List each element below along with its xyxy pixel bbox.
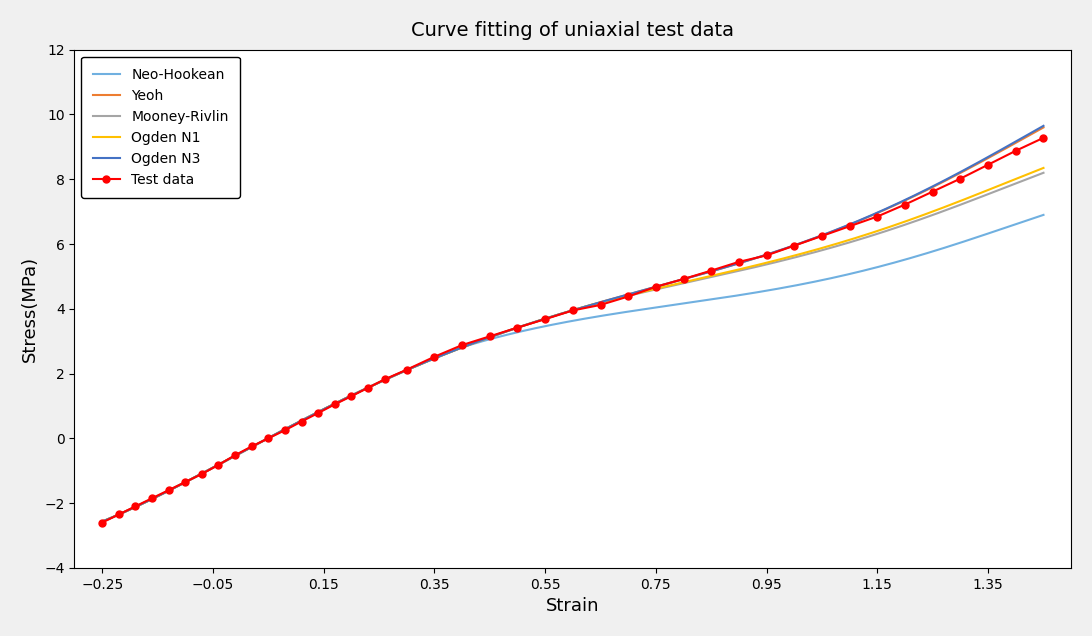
Mooney-Rivlin	[805, 249, 818, 257]
Test data	[345, 392, 358, 400]
Test data	[455, 342, 468, 349]
Yeoh	[96, 518, 109, 525]
Neo-Hookean	[337, 395, 351, 403]
Test data	[145, 494, 158, 502]
Yeoh	[522, 321, 535, 328]
Test data	[1009, 147, 1022, 155]
Test data	[361, 384, 375, 392]
Neo-Hookean	[96, 518, 109, 525]
Ogden N1	[1037, 164, 1051, 172]
Mooney-Rivlin	[337, 395, 351, 403]
Yeoh	[262, 434, 275, 441]
Ogden N1	[724, 268, 737, 275]
Test data	[621, 293, 634, 300]
Mooney-Rivlin	[522, 321, 535, 328]
Test data	[650, 283, 663, 291]
Mooney-Rivlin	[1037, 169, 1051, 177]
Test data	[262, 434, 275, 442]
Ogden N3	[1037, 122, 1051, 130]
Neo-Hookean	[724, 293, 737, 300]
Test data	[677, 275, 690, 283]
Test data	[704, 266, 717, 274]
Yeoh	[651, 283, 664, 291]
Neo-Hookean	[522, 326, 535, 334]
Test data	[228, 452, 241, 459]
Ogden N3	[651, 283, 664, 291]
Test data	[843, 223, 856, 230]
Line: Neo-Hookean: Neo-Hookean	[103, 215, 1044, 522]
X-axis label: Strain: Strain	[546, 597, 600, 615]
Yeoh	[337, 395, 351, 403]
Test data	[179, 478, 192, 486]
Test data	[195, 470, 209, 478]
Test data	[787, 242, 800, 249]
Mooney-Rivlin	[262, 434, 275, 441]
Test data	[245, 443, 258, 450]
Neo-Hookean	[1037, 211, 1051, 219]
Test data	[954, 175, 968, 183]
Mooney-Rivlin	[96, 518, 109, 525]
Test data	[311, 410, 324, 417]
Test data	[96, 519, 109, 527]
Test data	[594, 301, 607, 308]
Ogden N3	[724, 262, 737, 270]
Test data	[511, 324, 524, 331]
Ogden N1	[337, 395, 351, 403]
Test data	[1037, 134, 1051, 142]
Test data	[538, 315, 551, 323]
Mooney-Rivlin	[724, 269, 737, 277]
Yeoh	[1037, 123, 1051, 131]
Line: Mooney-Rivlin: Mooney-Rivlin	[103, 173, 1044, 522]
Test data	[926, 188, 939, 195]
Test data	[162, 487, 175, 494]
Test data	[982, 161, 995, 169]
Test data	[295, 418, 308, 425]
Ogden N3	[262, 434, 275, 441]
Ogden N1	[651, 285, 664, 293]
Test data	[760, 252, 773, 259]
Ogden N3	[337, 395, 351, 403]
Ogden N3	[96, 518, 109, 525]
Line: Ogden N3: Ogden N3	[103, 126, 1044, 522]
Ogden N1	[96, 518, 109, 525]
Test data	[378, 376, 391, 384]
Neo-Hookean	[262, 434, 275, 441]
Test data	[278, 426, 292, 434]
Test data	[129, 502, 142, 510]
Ogden N3	[805, 235, 818, 243]
Ogden N3	[522, 321, 535, 328]
Test data	[567, 307, 580, 314]
Line: Yeoh: Yeoh	[103, 127, 1044, 522]
Test data	[816, 232, 829, 240]
Legend: Neo-Hookean, Yeoh, Mooney-Rivlin, Ogden N1, Ogden N3, Test data: Neo-Hookean, Yeoh, Mooney-Rivlin, Ogden …	[82, 57, 240, 198]
Test data	[428, 353, 441, 361]
Test data	[484, 333, 497, 340]
Ogden N1	[805, 247, 818, 255]
Line: Ogden N1: Ogden N1	[103, 168, 1044, 522]
Ogden N1	[522, 321, 535, 328]
Yeoh	[724, 262, 737, 270]
Mooney-Rivlin	[651, 286, 664, 293]
Test data	[899, 201, 912, 209]
Test data	[329, 401, 342, 408]
Title: Curve fitting of uniaxial test data: Curve fitting of uniaxial test data	[412, 21, 734, 40]
Neo-Hookean	[805, 279, 818, 286]
Test data	[870, 212, 883, 220]
Test data	[112, 511, 126, 518]
Neo-Hookean	[651, 303, 664, 311]
Test data	[400, 366, 413, 373]
Test data	[212, 461, 225, 469]
Test data	[733, 258, 746, 266]
Ogden N1	[262, 434, 275, 441]
Line: Test data: Test data	[98, 134, 1047, 526]
Y-axis label: Stress(MPa): Stress(MPa)	[21, 256, 39, 362]
Yeoh	[805, 236, 818, 244]
